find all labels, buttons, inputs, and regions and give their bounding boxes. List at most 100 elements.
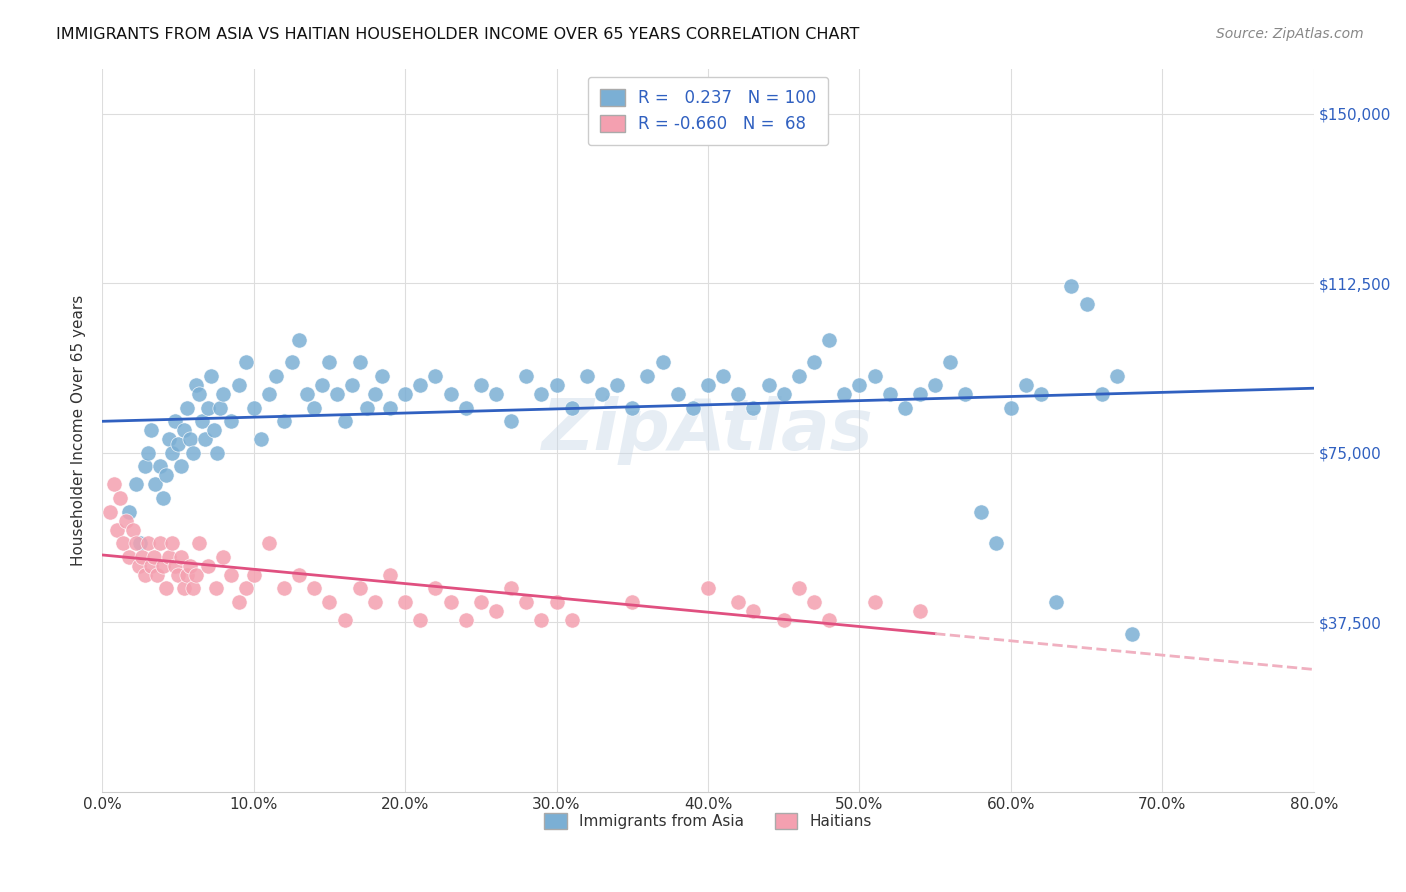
- Point: [439, 595, 461, 609]
- Point: [149, 459, 172, 474]
- Point: [136, 536, 159, 550]
- Point: [908, 604, 931, 618]
- Point: [969, 505, 991, 519]
- Point: [242, 401, 264, 415]
- Point: [378, 568, 401, 582]
- Point: [188, 536, 211, 550]
- Point: [163, 414, 186, 428]
- Point: [179, 558, 201, 573]
- Point: [727, 387, 749, 401]
- Point: [181, 582, 204, 596]
- Point: [157, 432, 180, 446]
- Point: [515, 369, 537, 384]
- Point: [288, 568, 311, 582]
- Text: IMMIGRANTS FROM ASIA VS HAITIAN HOUSEHOLDER INCOME OVER 65 YEARS CORRELATION CHA: IMMIGRANTS FROM ASIA VS HAITIAN HOUSEHOL…: [56, 27, 859, 42]
- Point: [197, 558, 219, 573]
- Point: [470, 595, 492, 609]
- Point: [879, 387, 901, 401]
- Point: [202, 423, 225, 437]
- Point: [273, 414, 295, 428]
- Point: [591, 387, 613, 401]
- Point: [1060, 278, 1083, 293]
- Point: [1045, 595, 1067, 609]
- Point: [425, 369, 447, 384]
- Point: [219, 568, 242, 582]
- Point: [219, 414, 242, 428]
- Point: [454, 401, 477, 415]
- Point: [394, 595, 416, 609]
- Point: [546, 595, 568, 609]
- Point: [1000, 401, 1022, 415]
- Point: [349, 582, 371, 596]
- Point: [501, 414, 523, 428]
- Point: [364, 387, 387, 401]
- Legend: Immigrants from Asia, Haitians: Immigrants from Asia, Haitians: [537, 806, 879, 835]
- Point: [772, 387, 794, 401]
- Point: [142, 549, 165, 564]
- Point: [170, 459, 193, 474]
- Point: [302, 401, 325, 415]
- Point: [439, 387, 461, 401]
- Point: [894, 401, 917, 415]
- Point: [711, 369, 734, 384]
- Point: [118, 549, 141, 564]
- Point: [149, 536, 172, 550]
- Point: [184, 378, 207, 392]
- Point: [530, 387, 553, 401]
- Point: [157, 549, 180, 564]
- Point: [170, 549, 193, 564]
- Point: [191, 414, 214, 428]
- Point: [110, 491, 132, 505]
- Point: [697, 582, 720, 596]
- Point: [103, 477, 125, 491]
- Point: [273, 582, 295, 596]
- Point: [955, 387, 977, 401]
- Point: [200, 369, 222, 384]
- Point: [818, 613, 841, 627]
- Point: [176, 401, 198, 415]
- Point: [939, 355, 962, 369]
- Point: [145, 568, 167, 582]
- Point: [98, 505, 121, 519]
- Point: [349, 355, 371, 369]
- Point: [235, 355, 257, 369]
- Point: [288, 333, 311, 347]
- Point: [242, 568, 264, 582]
- Point: [228, 595, 250, 609]
- Point: [485, 604, 508, 618]
- Point: [425, 582, 447, 596]
- Point: [561, 613, 583, 627]
- Point: [212, 549, 235, 564]
- Point: [501, 582, 523, 596]
- Point: [266, 369, 288, 384]
- Point: [485, 387, 508, 401]
- Point: [318, 355, 340, 369]
- Point: [561, 401, 583, 415]
- Point: [697, 378, 720, 392]
- Point: [250, 432, 273, 446]
- Point: [176, 568, 198, 582]
- Point: [803, 355, 825, 369]
- Point: [409, 378, 432, 392]
- Point: [152, 558, 174, 573]
- Point: [454, 613, 477, 627]
- Point: [152, 491, 174, 505]
- Point: [173, 423, 195, 437]
- Point: [134, 568, 156, 582]
- Point: [326, 387, 349, 401]
- Point: [179, 432, 201, 446]
- Point: [394, 387, 416, 401]
- Point: [121, 523, 143, 537]
- Point: [621, 595, 644, 609]
- Point: [173, 582, 195, 596]
- Point: [651, 355, 673, 369]
- Point: [787, 582, 810, 596]
- Point: [340, 378, 363, 392]
- Point: [742, 604, 765, 618]
- Text: Source: ZipAtlas.com: Source: ZipAtlas.com: [1216, 27, 1364, 41]
- Y-axis label: Householder Income Over 65 years: Householder Income Over 65 years: [72, 294, 86, 566]
- Point: [818, 333, 841, 347]
- Point: [155, 582, 177, 596]
- Point: [364, 595, 387, 609]
- Point: [803, 595, 825, 609]
